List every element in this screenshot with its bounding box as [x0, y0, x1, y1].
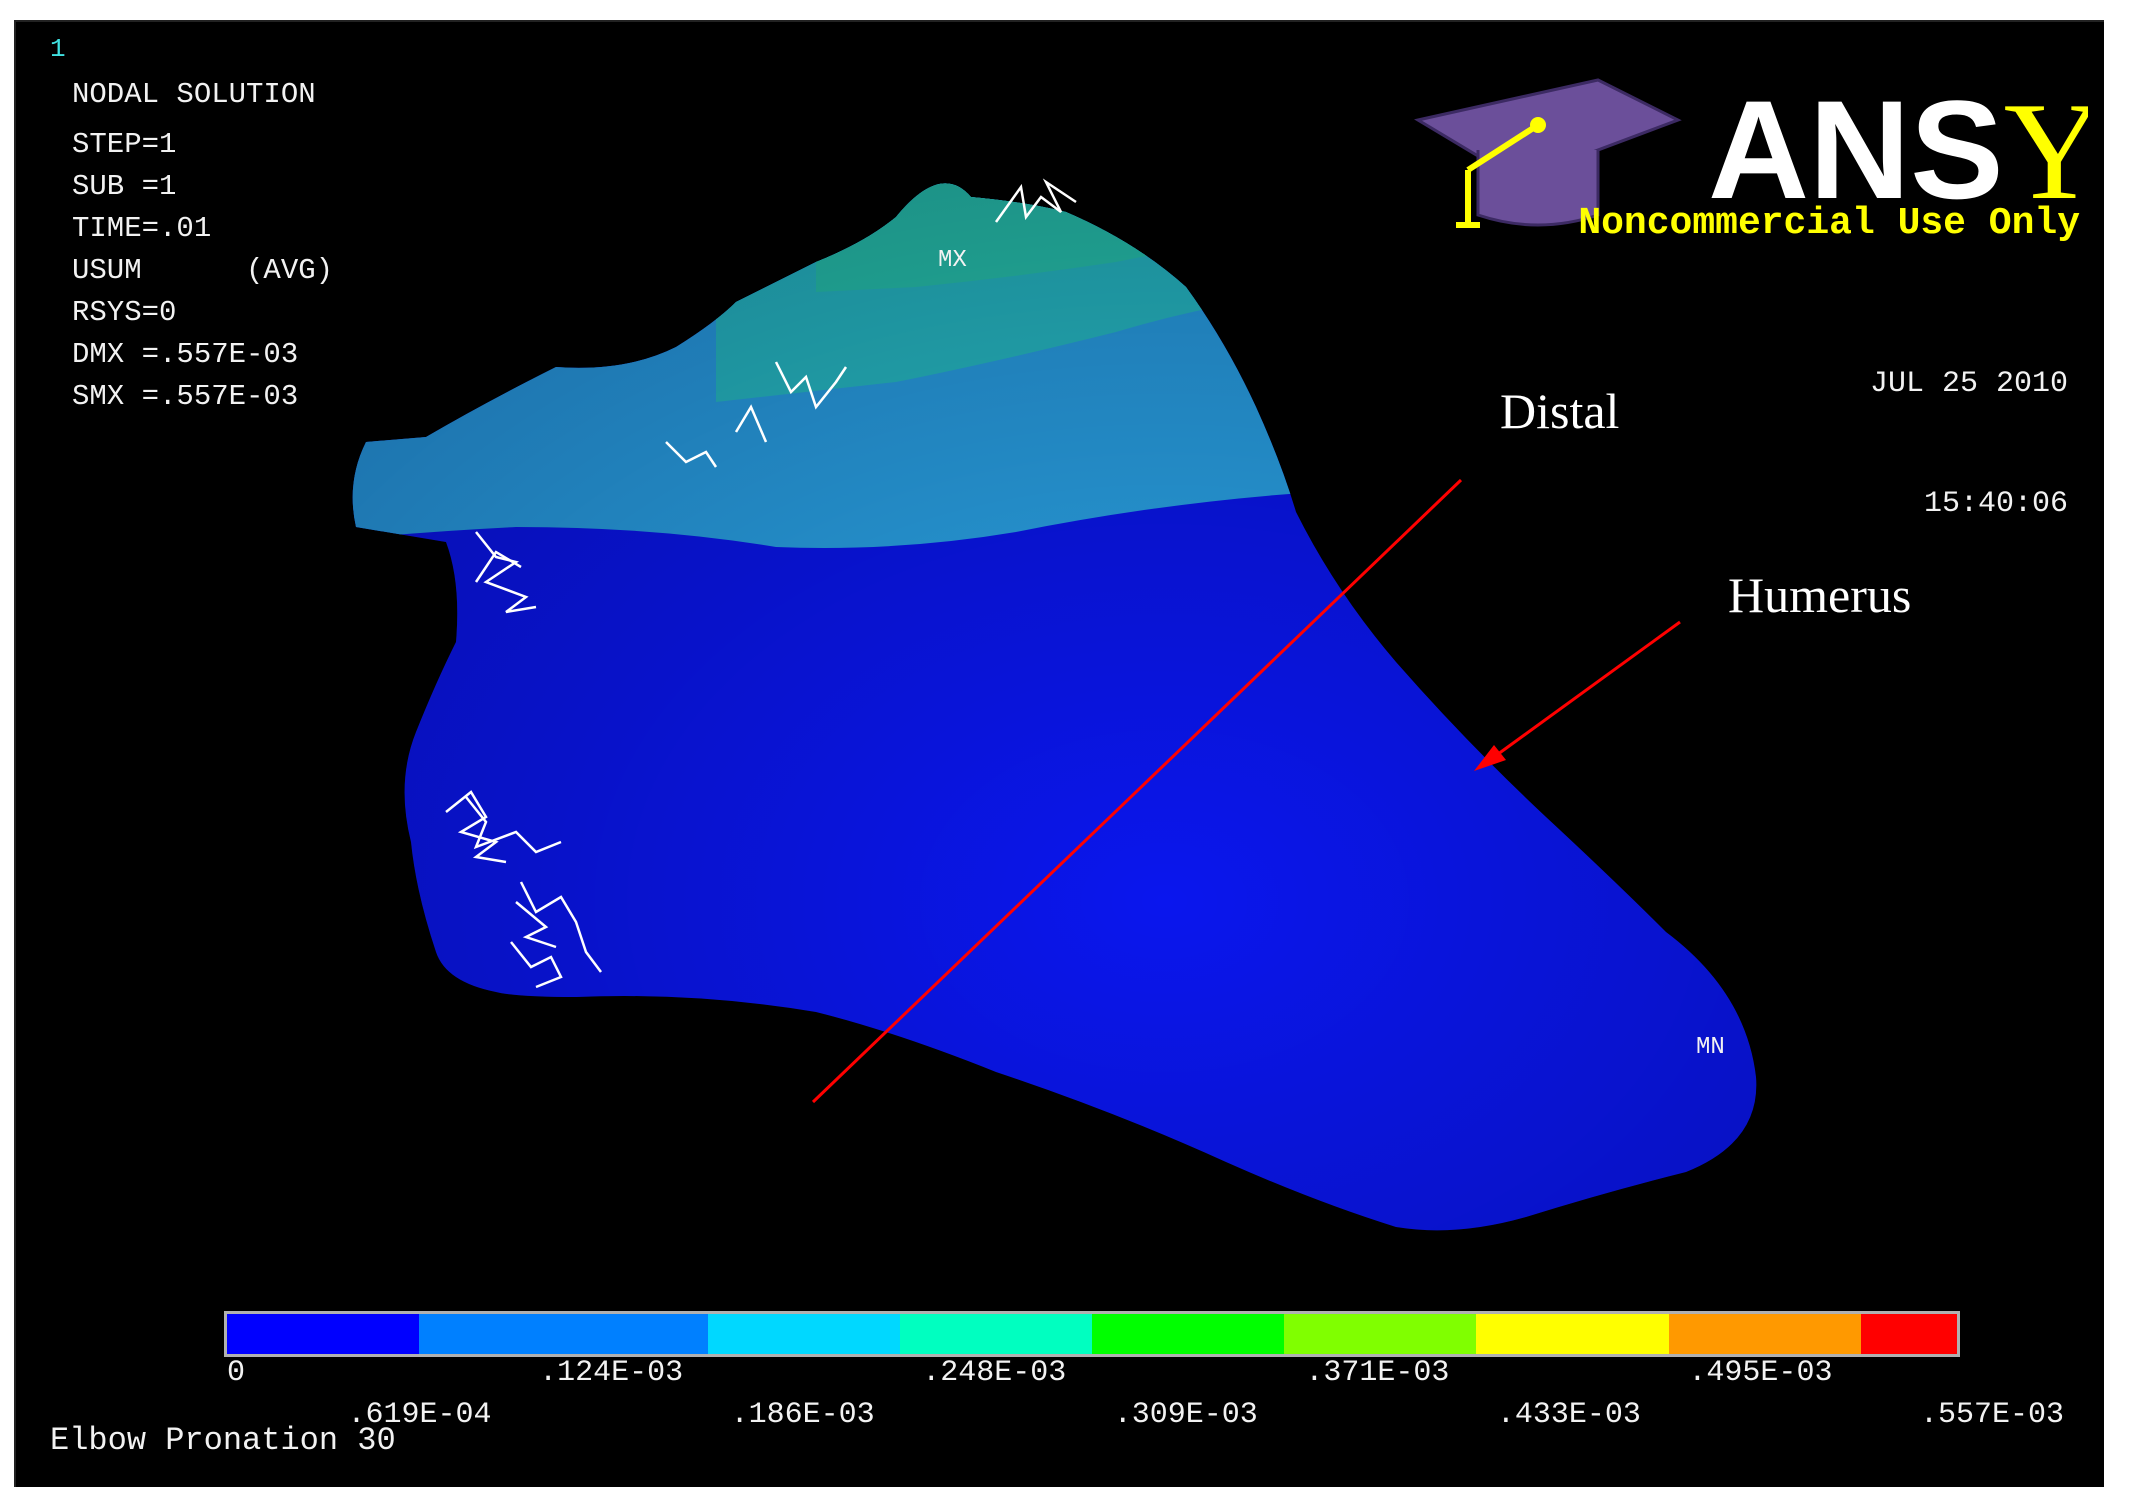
- noncommercial-notice: Noncommercial Use Only: [1578, 202, 2080, 245]
- distal-axis-line: [811, 478, 1463, 1104]
- annotation-distal: Distal: [1500, 383, 1620, 439]
- contour-legend-bar: [224, 1311, 1960, 1357]
- info-line-smx: SMX =.557E-03: [72, 380, 299, 413]
- graduation-cap-icon: [1414, 78, 1682, 228]
- info-line-dmx: DMX =.557E-03: [72, 338, 299, 371]
- legend-swatch: [1476, 1314, 1669, 1354]
- info-line-rsys: RSYS=0: [72, 296, 177, 329]
- time-label: 15:40:06: [1923, 487, 2068, 521]
- legend-swatch: [419, 1314, 708, 1354]
- solution-info-block: NODAL SOLUTION STEP=1 SUB =1 TIME=.01 US…: [72, 74, 333, 418]
- info-line-step: STEP=1: [72, 128, 177, 161]
- window-number: 1: [50, 34, 66, 64]
- min-marker: MN: [1696, 1034, 1725, 1061]
- mesh-artifacts: [445, 178, 1077, 989]
- graphics-viewport[interactable]: 1 NODAL SOLUTION STEP=1 SUB =1 TIME=.01 …: [14, 20, 2104, 1487]
- info-line-time: TIME=.01: [72, 212, 212, 245]
- legend-swatch: [1284, 1314, 1477, 1354]
- legend-swatch: [227, 1314, 420, 1354]
- legend-swatch: [707, 1314, 900, 1354]
- legend-swatch: [1860, 1314, 1957, 1354]
- legend-swatch: [1091, 1314, 1285, 1354]
- max-marker: MX: [938, 247, 967, 274]
- legend-swatch: [1668, 1314, 1861, 1354]
- solution-title: NODAL SOLUTION: [72, 78, 316, 111]
- datetime-block: JUL 25 2010 15:40:06: [1870, 284, 2068, 604]
- ansys-logo: ANSYS: [1414, 71, 2088, 229]
- info-line-sub: SUB =1: [72, 170, 177, 203]
- info-line-usum: USUM (AVG): [72, 254, 334, 287]
- humerus-model[interactable]: [16, 22, 2104, 1487]
- plot-title: Elbow Pronation 30: [50, 1422, 396, 1459]
- date-label: JUL 25 2010: [1869, 367, 2068, 401]
- legend-swatch: [899, 1314, 1092, 1354]
- annotation-humerus: Humerus: [1728, 567, 1912, 623]
- humerus-pointer-line: [1493, 620, 1681, 759]
- humerus-pointer-arrowhead: [1474, 745, 1506, 771]
- ansys-brand-text: ANSYS: [1708, 71, 2088, 229]
- annotation-overlay: [811, 478, 1681, 1104]
